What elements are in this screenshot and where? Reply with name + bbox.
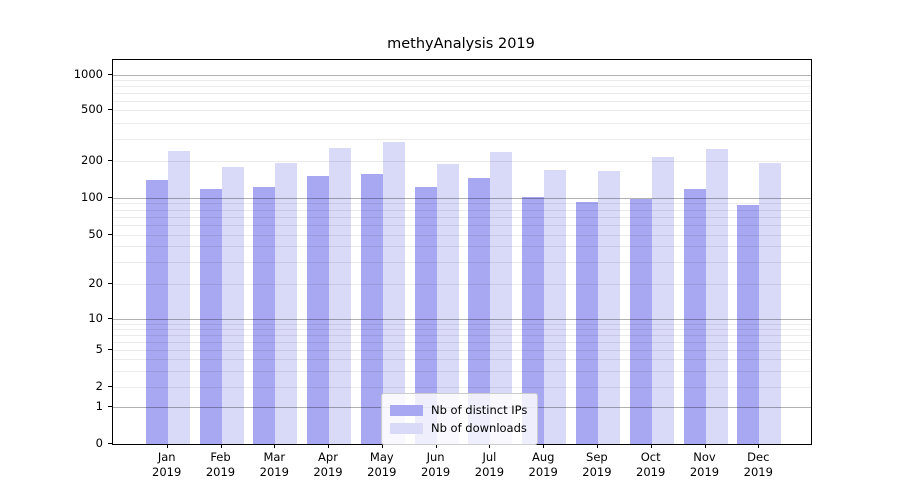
y-tick-label-50: 50: [88, 226, 103, 241]
x-tick-mark-oct: [650, 444, 652, 448]
y-tick-mark-1000: [108, 74, 112, 75]
y-tick-label-100: 100: [81, 189, 103, 204]
x-tick-label-dec-2019: Dec 2019: [743, 450, 773, 479]
x-tick-mark-feb: [220, 444, 222, 448]
legend-swatch-distinct-ips: [390, 404, 423, 416]
bar-mar-2019-distinct-ips: [253, 187, 276, 444]
legend-label-distinct-ips: Nb of distinct IPs: [431, 403, 528, 417]
x-tick-label-feb-2019: Feb 2019: [205, 450, 236, 479]
legend-item-distinct-ips: Nb of distinct IPs: [390, 402, 527, 418]
bar-jul-2019-distinct-ips: [468, 177, 491, 444]
x-tick-label-nov-2019: Nov 2019: [689, 450, 720, 479]
x-tick-mark-jul: [489, 444, 491, 448]
bar-apr-2019-downloads: [329, 147, 351, 444]
plot-area: Nb of distinct IPs Nb of downloads: [112, 59, 812, 445]
x-tick-label-jul-2019: Jul 2019: [474, 450, 505, 479]
y-tick-label-500: 500: [81, 102, 103, 117]
y-tick-mark-100: [108, 196, 112, 198]
y-tick-label-10: 10: [88, 311, 103, 326]
bar-dec-2019-downloads: [759, 163, 782, 444]
bar-sep-2019-distinct-ips: [575, 202, 598, 444]
y-tick-label-0: 0: [95, 436, 103, 450]
bar-jan-2019-downloads: [167, 151, 190, 444]
bar-aug-2019-downloads: [544, 169, 567, 444]
x-tick-mark-sep: [596, 444, 598, 448]
bar-nov-2019-distinct-ips: [683, 189, 706, 444]
y-tick-label-1: 1: [95, 399, 103, 413]
y-tick-mark-50: [108, 233, 112, 235]
x-tick-label-jan-2019: Jan 2019: [152, 450, 182, 479]
y-tick-mark-1: [108, 406, 112, 407]
bar-may-2019-distinct-ips: [360, 174, 383, 444]
x-tick-label-oct-2019: Oct 2019: [636, 450, 666, 479]
gridline-minor-800: [113, 86, 811, 88]
y-tick-label-200: 200: [81, 153, 103, 168]
y-tick-label-20: 20: [88, 275, 103, 290]
y-tick-mark-0: [108, 443, 112, 444]
legend-item-downloads: Nb of downloads: [390, 420, 527, 436]
bar-sep-2019-downloads: [597, 171, 620, 444]
bar-jun-2019-downloads: [436, 164, 459, 444]
gridline-major-1000: [113, 75, 811, 76]
bar-mar-2019-downloads: [275, 163, 298, 444]
bar-oct-2019-downloads: [651, 157, 674, 444]
x-tick-mark-apr: [328, 444, 329, 448]
y-tick-mark-5: [108, 348, 112, 350]
x-tick-label-sep-2019: Sep 2019: [582, 450, 612, 479]
x-tick-label-mar-2019: Mar 2019: [259, 450, 289, 479]
bar-dec-2019-distinct-ips: [737, 204, 760, 444]
bar-jul-2019-downloads: [490, 152, 513, 444]
gridline-minor-400: [113, 122, 811, 124]
y-tick-mark-2: [108, 386, 112, 387]
gridline-minor-700: [113, 93, 811, 95]
legend-swatch-downloads: [390, 422, 423, 434]
y-tick-mark-200: [108, 160, 112, 162]
x-tick-mark-aug: [543, 444, 545, 448]
y-tick-label-1000: 1000: [73, 67, 103, 81]
y-tick-mark-20: [108, 282, 112, 284]
y-tick-label-5: 5: [95, 341, 103, 356]
x-tick-mark-jan: [166, 444, 168, 448]
x-tick-mark-mar: [274, 444, 276, 448]
y-tick-mark-10: [108, 318, 112, 320]
x-tick-mark-may: [381, 444, 383, 448]
bar-feb-2019-distinct-ips: [199, 189, 222, 444]
x-tick-label-apr-2019: Apr 2019: [313, 450, 343, 479]
legend: Nb of distinct IPs Nb of downloads: [381, 393, 539, 445]
bar-feb-2019-downloads: [221, 166, 244, 444]
x-tick-mark-dec: [758, 444, 760, 448]
legend-label-downloads: Nb of downloads: [431, 421, 527, 435]
bar-oct-2019-distinct-ips: [629, 198, 652, 444]
bar-may-2019-downloads: [382, 141, 405, 444]
x-tick-mark-nov: [704, 444, 706, 448]
chart-title: methyAnalysis 2019: [387, 36, 535, 52]
x-tick-label-jun-2019: Jun 2019: [420, 450, 451, 479]
x-tick-mark-jun: [435, 444, 437, 448]
x-tick-label-aug-2019: Aug 2019: [528, 450, 558, 479]
bar-nov-2019-downloads: [705, 148, 728, 444]
gridline-minor-300: [113, 138, 811, 140]
bar-jun-2019-distinct-ips: [414, 186, 437, 444]
gridline-minor-500: [113, 110, 811, 112]
y-tick-mark-500: [108, 109, 112, 111]
bar-aug-2019-distinct-ips: [522, 197, 545, 444]
gridline-minor-600: [113, 101, 811, 102]
bar-jan-2019-distinct-ips: [145, 180, 168, 444]
x-tick-label-may-2019: May 2019: [367, 450, 397, 479]
gridline-minor-900: [113, 80, 811, 82]
y-tick-label-2: 2: [95, 379, 103, 393]
bar-apr-2019-distinct-ips: [307, 176, 329, 444]
